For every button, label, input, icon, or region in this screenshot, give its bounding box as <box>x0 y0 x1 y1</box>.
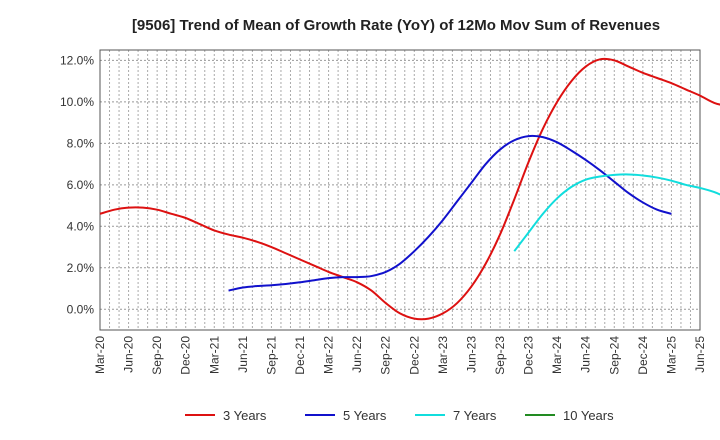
x-tick-label: Sep-21 <box>264 336 278 375</box>
x-tick-label: Jun-24 <box>579 336 593 373</box>
x-tick-label: Dec-21 <box>293 336 307 375</box>
y-tick-label: 4.0% <box>67 219 95 233</box>
x-tick-label: Mar-22 <box>322 336 336 374</box>
series-line-7-years <box>513 173 720 252</box>
x-tick-label: Jun-23 <box>464 336 478 373</box>
y-tick-label: 10.0% <box>60 95 94 109</box>
legend-label-10-years: 10 Years <box>563 408 614 423</box>
legend-label-3-years: 3 Years <box>223 408 267 423</box>
plot-frame <box>99 49 701 331</box>
series-lines <box>99 57 720 321</box>
legend-label-5-years: 5 Years <box>343 408 387 423</box>
series-line-3-years <box>99 57 720 321</box>
x-tick-label: Sep-24 <box>607 336 621 375</box>
chart-title: [9506] Trend of Mean of Growth Rate (YoY… <box>132 17 660 34</box>
x-tick-label: Jun-21 <box>236 336 250 373</box>
x-tick-label: Mar-20 <box>93 336 107 374</box>
x-tick-label: Mar-24 <box>550 336 564 374</box>
series-line-5-years <box>228 134 672 292</box>
x-tick-label: Dec-23 <box>522 336 536 375</box>
x-tick-label: Jun-25 <box>693 336 707 373</box>
x-tick-label: Mar-23 <box>436 336 450 374</box>
x-tick-label: Sep-22 <box>379 336 393 375</box>
y-tick-label: 6.0% <box>67 178 95 192</box>
x-tick-label: Dec-22 <box>407 336 421 375</box>
x-tick-label: Dec-20 <box>179 336 193 375</box>
y-tick-label: 0.0% <box>67 302 95 316</box>
y-axis: 0.0% 2.0% 4.0% 6.0% 8.0% 10.0% 12.0% <box>60 53 94 316</box>
x-tick-label: Mar-21 <box>207 336 221 374</box>
y-tick-label: 2.0% <box>67 261 95 275</box>
x-axis: Mar-20 Jun-20 Sep-20 Dec-20 Mar-21 Jun-21 Sep-… <box>93 336 707 375</box>
y-tick-label: 12.0% <box>60 53 94 67</box>
x-tick-label: Dec-24 <box>636 336 650 375</box>
x-tick-label: Mar-25 <box>664 336 678 374</box>
y-tick-label: 8.0% <box>67 136 95 150</box>
legend-label-7-years: 7 Years <box>453 408 497 423</box>
legend: 3 Years 5 Years 7 Years 10 Years <box>185 408 614 423</box>
x-tick-label: Sep-20 <box>150 336 164 375</box>
x-tick-label: Jun-20 <box>122 336 136 373</box>
grid <box>100 50 700 330</box>
x-tick-label: Sep-23 <box>493 336 507 375</box>
x-tick-label: Jun-22 <box>350 336 364 373</box>
